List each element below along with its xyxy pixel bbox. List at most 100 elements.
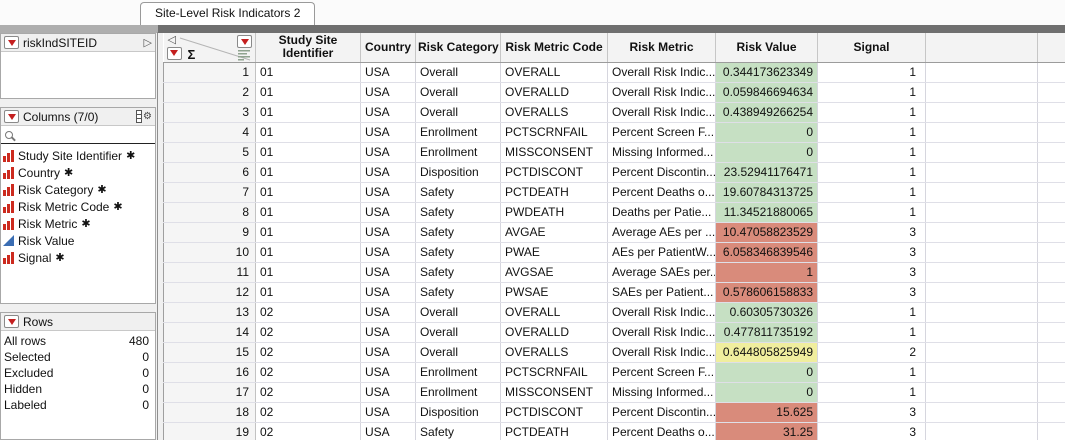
cell-risk-value[interactable]: 0.059846694634 bbox=[716, 82, 818, 102]
columns-list-item[interactable]: Risk Metric Code ✱ bbox=[3, 198, 153, 215]
rows-header-menu-button[interactable] bbox=[167, 47, 182, 60]
cell-risk-metric[interactable]: Overall Risk Indic... bbox=[608, 82, 716, 102]
columns-search[interactable] bbox=[1, 126, 155, 144]
row-number[interactable]: 16 bbox=[164, 362, 256, 382]
cell-risk-value[interactable]: 15.625 bbox=[716, 402, 818, 422]
columns-list-item[interactable]: Country ✱ bbox=[3, 164, 153, 181]
cell-study-site-identifier[interactable]: 01 bbox=[256, 62, 361, 82]
columns-list-item[interactable]: Risk Value bbox=[3, 232, 153, 249]
cell-signal[interactable]: 3 bbox=[818, 402, 926, 422]
cell-risk-category[interactable]: Safety bbox=[416, 422, 501, 440]
cell-risk-metric-code[interactable]: PWAE bbox=[501, 242, 608, 262]
cell-risk-category[interactable]: Safety bbox=[416, 182, 501, 202]
cell-risk-category[interactable]: Disposition bbox=[416, 162, 501, 182]
cell-study-site-identifier[interactable]: 01 bbox=[256, 282, 361, 302]
cell-risk-category[interactable]: Overall bbox=[416, 342, 501, 362]
cell-country[interactable]: USA bbox=[361, 62, 416, 82]
rows-menu-button[interactable] bbox=[4, 315, 19, 328]
cell-country[interactable]: USA bbox=[361, 262, 416, 282]
column-header-risk-metric-code[interactable]: Risk Metric Code bbox=[501, 33, 608, 62]
row-number[interactable]: 19 bbox=[164, 422, 256, 440]
cell-risk-value[interactable]: 11.34521880065 bbox=[716, 202, 818, 222]
cell-study-site-identifier[interactable]: 01 bbox=[256, 102, 361, 122]
cell-signal[interactable]: 3 bbox=[818, 262, 926, 282]
cell-country[interactable]: USA bbox=[361, 82, 416, 102]
cell-risk-metric-code[interactable]: PCTDISCONT bbox=[501, 402, 608, 422]
cell-signal[interactable]: 1 bbox=[818, 122, 926, 142]
cell-country[interactable]: USA bbox=[361, 382, 416, 402]
cell-study-site-identifier[interactable]: 02 bbox=[256, 322, 361, 342]
cell-risk-value[interactable]: 0.438949266254 bbox=[716, 102, 818, 122]
cell-risk-value[interactable]: 0.644805825949 bbox=[716, 342, 818, 362]
cell-signal[interactable]: 3 bbox=[818, 242, 926, 262]
cell-signal[interactable]: 1 bbox=[818, 202, 926, 222]
cell-signal[interactable]: 1 bbox=[818, 162, 926, 182]
cell-risk-category[interactable]: Safety bbox=[416, 282, 501, 302]
column-header-signal[interactable]: Signal bbox=[818, 33, 926, 62]
cell-risk-value[interactable]: 10.47058823529 bbox=[716, 222, 818, 242]
column-header-risk-value[interactable]: Risk Value bbox=[716, 33, 818, 62]
columns-menu-button[interactable] bbox=[4, 110, 19, 123]
row-number[interactable]: 7 bbox=[164, 182, 256, 202]
cell-study-site-identifier[interactable]: 02 bbox=[256, 362, 361, 382]
row-number[interactable]: 5 bbox=[164, 142, 256, 162]
cell-risk-metric[interactable]: Percent Screen F... bbox=[608, 362, 716, 382]
cell-study-site-identifier[interactable]: 02 bbox=[256, 382, 361, 402]
row-number[interactable]: 11 bbox=[164, 262, 256, 282]
cell-risk-metric[interactable]: Missing Informed... bbox=[608, 142, 716, 162]
cell-country[interactable]: USA bbox=[361, 282, 416, 302]
column-header-study-site-identifier[interactable]: Study Site Identifier bbox=[256, 33, 361, 62]
cell-risk-metric[interactable]: Overall Risk Indic... bbox=[608, 62, 716, 82]
cell-risk-value[interactable]: 31.25 bbox=[716, 422, 818, 440]
cell-country[interactable]: USA bbox=[361, 102, 416, 122]
cell-study-site-identifier[interactable]: 01 bbox=[256, 122, 361, 142]
column-header-risk-metric[interactable]: Risk Metric bbox=[608, 33, 716, 62]
cell-risk-category[interactable]: Safety bbox=[416, 222, 501, 242]
cell-study-site-identifier[interactable]: 01 bbox=[256, 262, 361, 282]
cell-risk-metric-code[interactable]: OVERALLS bbox=[501, 342, 608, 362]
cell-risk-metric-code[interactable]: PCTDEATH bbox=[501, 182, 608, 202]
cell-risk-metric-code[interactable]: OVERALL bbox=[501, 302, 608, 322]
cell-risk-category[interactable]: Enrollment bbox=[416, 142, 501, 162]
sigma-icon[interactable]: Σ bbox=[188, 48, 196, 61]
cell-signal[interactable]: 1 bbox=[818, 182, 926, 202]
cell-risk-metric-code[interactable]: PCTDISCONT bbox=[501, 162, 608, 182]
cell-country[interactable]: USA bbox=[361, 302, 416, 322]
cell-signal[interactable]: 1 bbox=[818, 62, 926, 82]
cell-study-site-identifier[interactable]: 02 bbox=[256, 422, 361, 440]
columns-header-menu-button[interactable] bbox=[237, 35, 252, 48]
column-selector-button[interactable]: ⚙ bbox=[136, 110, 152, 123]
row-number[interactable]: 4 bbox=[164, 122, 256, 142]
cell-risk-value[interactable]: 6.058346839546 bbox=[716, 242, 818, 262]
cell-country[interactable]: USA bbox=[361, 202, 416, 222]
cell-country[interactable]: USA bbox=[361, 402, 416, 422]
cell-risk-metric[interactable]: Percent Discontin... bbox=[608, 402, 716, 422]
cell-signal[interactable]: 1 bbox=[818, 322, 926, 342]
columns-list-item[interactable]: Signal ✱ bbox=[3, 249, 153, 266]
column-header-risk-category[interactable]: Risk Category bbox=[416, 33, 501, 62]
cell-signal[interactable]: 1 bbox=[818, 302, 926, 322]
cell-risk-category[interactable]: Enrollment bbox=[416, 362, 501, 382]
cell-study-site-identifier[interactable]: 01 bbox=[256, 162, 361, 182]
cell-study-site-identifier[interactable]: 02 bbox=[256, 402, 361, 422]
cell-risk-category[interactable]: Overall bbox=[416, 62, 501, 82]
cell-risk-value[interactable]: 0.60305730326 bbox=[716, 302, 818, 322]
cell-risk-value[interactable]: 0 bbox=[716, 382, 818, 402]
columns-list-item[interactable]: Risk Category ✱ bbox=[3, 181, 153, 198]
cell-risk-value[interactable]: 23.52941176471 bbox=[716, 162, 818, 182]
row-number[interactable]: 8 bbox=[164, 202, 256, 222]
cell-country[interactable]: USA bbox=[361, 142, 416, 162]
cell-risk-metric-code[interactable]: AVGSAE bbox=[501, 262, 608, 282]
row-number[interactable]: 12 bbox=[164, 282, 256, 302]
cell-risk-metric[interactable]: SAEs per Patient... bbox=[608, 282, 716, 302]
tab-site-level-risk-indicators-2[interactable]: Site-Level Risk Indicators 2 bbox=[140, 2, 315, 25]
cell-signal[interactable]: 2 bbox=[818, 342, 926, 362]
cell-risk-metric-code[interactable]: AVGAE bbox=[501, 222, 608, 242]
row-number[interactable]: 10 bbox=[164, 242, 256, 262]
cell-risk-metric-code[interactable]: PWSAE bbox=[501, 282, 608, 302]
row-number[interactable]: 15 bbox=[164, 342, 256, 362]
cell-risk-metric[interactable]: Overall Risk Indic... bbox=[608, 322, 716, 342]
cell-risk-value[interactable]: 19.60784313725 bbox=[716, 182, 818, 202]
cell-signal[interactable]: 1 bbox=[818, 362, 926, 382]
columns-list-item[interactable]: Risk Metric ✱ bbox=[3, 215, 153, 232]
